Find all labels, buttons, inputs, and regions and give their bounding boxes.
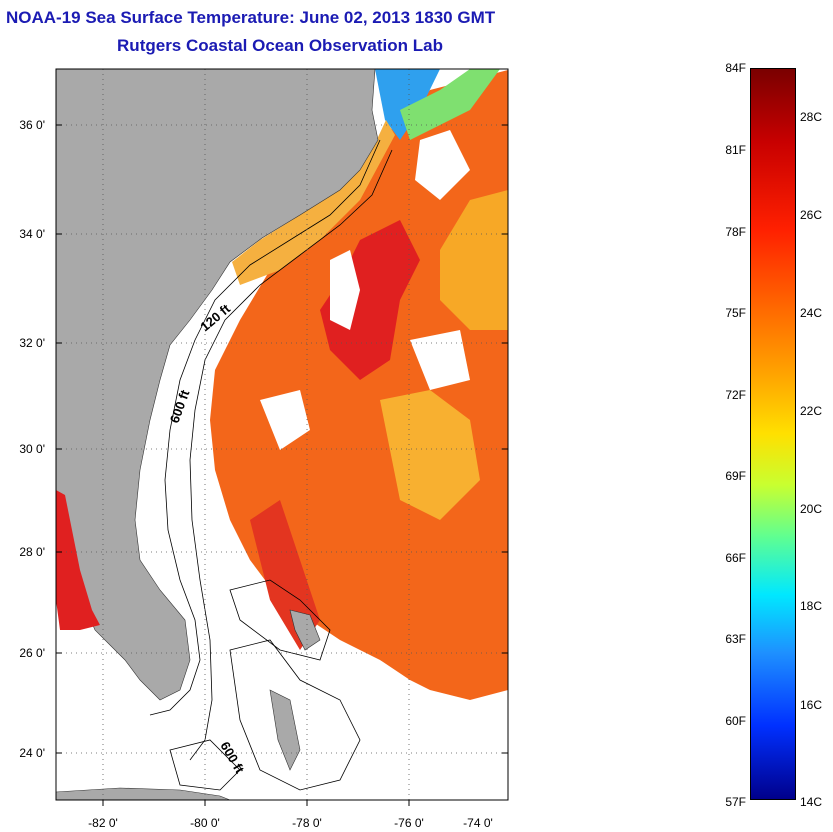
lat-label-32: 32 0' [19, 336, 45, 350]
colorbar-f-57: 57F [725, 795, 746, 809]
colorbar-f-84: 84F [725, 61, 746, 75]
bahamas-bank-contour [229, 579, 331, 661]
cloud-gap-3 [260, 390, 310, 450]
colorbar-f-72: 72F [725, 388, 746, 402]
lon-label-78: -78 0' [292, 816, 322, 830]
colorbar-c-26: 26C [800, 208, 823, 222]
graticule [56, 69, 508, 800]
cold-water-north [375, 69, 440, 140]
lat-label-24: 24 0' [19, 746, 45, 760]
colorbar-c-18: 18C [800, 599, 823, 613]
lat-label-28: 28 0' [19, 545, 45, 559]
temperature-colorbar [750, 68, 796, 800]
map-frame [55, 68, 509, 801]
colorbar-c-14: 14C [800, 795, 823, 809]
colorbar-f-81: 81F [725, 143, 746, 157]
colorbar-c-20: 20C [800, 502, 823, 516]
lat-label-34: 34 0' [19, 227, 45, 241]
bahamas-bank-contour-3 [169, 739, 241, 791]
colorbar-c-24: 24C [800, 306, 823, 320]
cloud-gap-4 [410, 330, 470, 390]
colorbar-f-78: 78F [725, 225, 746, 239]
gulf-stream [320, 220, 420, 380]
bahamas-island-2 [269, 689, 301, 771]
map-title: NOAA-19 Sea Surface Temperature: June 02… [6, 8, 496, 27]
colorbar-f-69: 69F [725, 469, 746, 483]
tick-marks [56, 124, 508, 806]
lon-label-80: -80 0' [190, 816, 220, 830]
contour-120ft [149, 139, 381, 716]
lat-label-30: 30 0' [19, 442, 45, 456]
colorbar-f-63: 63F [725, 632, 746, 646]
lon-label-76: -76 0' [394, 816, 424, 830]
lon-label-74: -74 0' [463, 816, 493, 830]
sst-mid-field [440, 190, 508, 330]
sst-mid-field-2 [380, 390, 480, 520]
cloud-gap-2 [415, 130, 470, 200]
lon-label-82: -82 0' [88, 816, 118, 830]
cloud-gap-1 [330, 250, 360, 330]
cool-water-north [400, 69, 500, 140]
bahamas-bank-contour-2 [229, 639, 361, 791]
colorbar-c-22: 22C [800, 404, 823, 418]
colorbar-f-60: 60F [725, 714, 746, 728]
us-mainland [56, 69, 379, 701]
map-subtitle: Rutgers Coastal Ocean Observation Lab [117, 36, 443, 55]
lat-label-26: 26 0' [19, 646, 45, 660]
cuba [56, 787, 231, 800]
lat-label-36: 36 0' [19, 118, 45, 132]
colorbar-f-66: 66F [725, 551, 746, 565]
colorbar-f-75: 75F [725, 306, 746, 320]
map-area [56, 69, 508, 800]
coastal-sst [232, 120, 395, 285]
gulf-coast-sst [56, 490, 100, 630]
colorbar-c-28: 28C [800, 110, 823, 124]
contour-600ft [189, 149, 393, 761]
gulf-stream-south [250, 500, 320, 650]
colorbar-c-16: 16C [800, 698, 823, 712]
